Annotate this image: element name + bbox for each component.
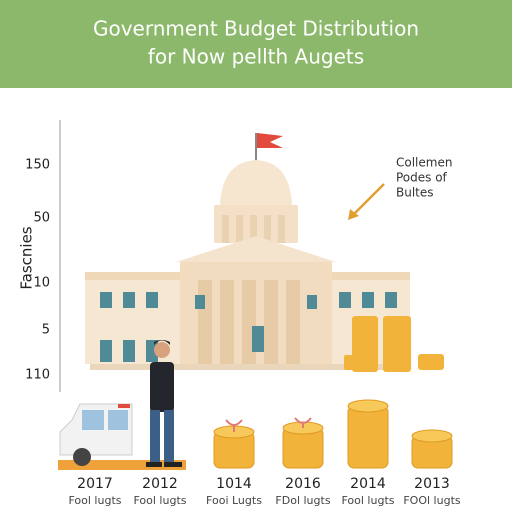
- ambulance: [58, 403, 186, 470]
- axis-label: 110: [25, 368, 50, 383]
- item-year: 2017: [77, 476, 113, 492]
- title-line: Government Budget Distribution: [93, 17, 419, 41]
- item-label: FOOl lugts: [403, 494, 461, 507]
- annotation-line: Collemen: [396, 156, 452, 170]
- item-label: Fooi Lugts: [206, 494, 262, 507]
- item-year: 2013: [414, 476, 450, 492]
- item-year: 2012: [142, 476, 178, 492]
- header-band: [0, 0, 512, 88]
- arrow-head: [348, 209, 359, 220]
- coin-pile: [344, 316, 444, 372]
- person: [146, 340, 182, 467]
- annotation-line: Bultes: [396, 186, 434, 200]
- arrow: [353, 183, 385, 215]
- item-label: FDol lugts: [275, 494, 330, 507]
- item-year: 2016: [285, 476, 321, 492]
- axis-label: 50: [33, 211, 50, 226]
- building: [85, 133, 410, 370]
- coin-stacks: [213, 399, 453, 469]
- item-label: Fool lugts: [133, 494, 186, 507]
- axis-label: 10: [33, 276, 50, 291]
- ribbons: [225, 417, 312, 432]
- item-label: Fool lugts: [68, 494, 121, 507]
- item-label: Fool lugts: [341, 494, 394, 507]
- axis-label: 150: [25, 158, 50, 173]
- item-year: 2014: [350, 476, 386, 492]
- item-year: 1014: [216, 476, 252, 492]
- title-line: for Now pellth Augets: [148, 45, 364, 69]
- axis-label: 5: [42, 323, 50, 338]
- axis-title: Fascnies: [18, 226, 36, 289]
- annotation-line: Podes of: [396, 171, 448, 185]
